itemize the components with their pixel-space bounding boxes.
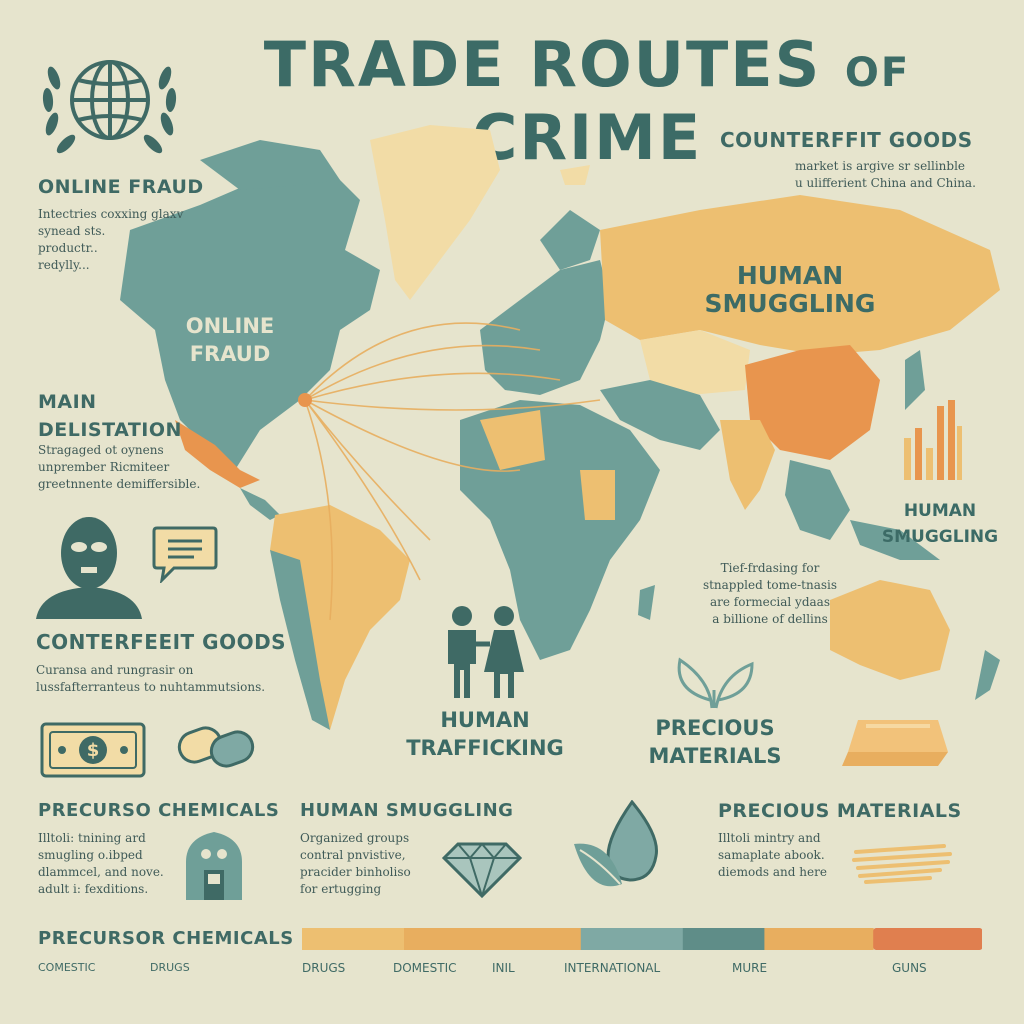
scale-label-mure: MURE (732, 961, 768, 975)
heading-human-smuggling-right: HUMAN SMUGGLING (881, 501, 999, 547)
heading-precurso-chemicals: PRECURSO CHEMICALS (38, 800, 280, 821)
text-main-delistation: Stragaged ot oynens unprember Ricmiteer … (38, 443, 201, 491)
heading-human-smuggling-bottom: HUMAN SMUGGLING (300, 800, 514, 821)
legend-left-label-2: DRUGS (150, 961, 190, 974)
europe (480, 260, 610, 395)
heading-main-delistation: MAIN DELISTATION (38, 391, 182, 441)
legend-heading: PRECURSOR CHEMICALS (38, 928, 294, 949)
legend-scale-bar (302, 928, 982, 950)
scale-label-drugs: DRUGS (302, 961, 346, 975)
south-america (270, 505, 410, 730)
scale-label-guns: GUNS (892, 961, 927, 975)
people-couple-icon (448, 606, 524, 698)
china (745, 345, 880, 460)
text-counterfeit-goods-top: market is argive sr sellinble u ulifferi… (795, 159, 976, 190)
gold-bar-icon (842, 720, 948, 766)
house-icon (186, 832, 242, 900)
map-label-human-trafficking: HUMAN TRAFFICKING (406, 708, 564, 760)
dollar-bill-icon: $ (40, 722, 146, 778)
text-online-fraud: Intectries coxxing glaxv synead sts. pro… (38, 207, 184, 272)
text-precurso-chemicals: Illtoli: tnining ard smugling o.ibped dl… (38, 831, 164, 896)
masked-person-icon (36, 517, 142, 619)
canada-islands (200, 140, 340, 190)
heading-conterfeeit-goods: CONTERFEEIT GOODS (36, 630, 287, 654)
text-tief: Tief-frdasing for stnappled tome-tnasis … (702, 561, 838, 626)
paint-stroke-icon (852, 844, 952, 884)
leaf-icon (677, 657, 754, 709)
scale-label-international: INTERNATIONAL (564, 961, 661, 975)
heading-precious-materials-bottom: PRECIOUS MATERIALS (718, 800, 962, 822)
pills-icon (177, 726, 255, 768)
scandinavia (540, 210, 600, 270)
scale-segment-4 (682, 928, 765, 950)
heading-online-fraud: ONLINE FRAUD (38, 176, 204, 198)
scale-segment-3 (580, 928, 684, 950)
central-asia (640, 330, 750, 395)
diamond-icon (441, 842, 523, 899)
un-globe-emblem-icon (42, 60, 177, 154)
page-title: TRADE ROUTES OF CRIME (263, 28, 911, 174)
russia (600, 195, 1000, 355)
india (720, 420, 775, 510)
scale-label-inil: INIL (492, 961, 515, 975)
heading-counterfeit-goods-top: COUNTERFFIT GOODS (720, 128, 973, 152)
svg-text:$: $ (87, 740, 100, 761)
text-human-smuggling-bottom: Organized groups contral pnvistive, prac… (300, 831, 411, 896)
text-precious-materials-bottom: Illtoli mintry and samaplate abook. diem… (718, 831, 827, 879)
australia (830, 580, 950, 680)
map-label-human-smuggling: HUMAN SMUGGLING (704, 261, 876, 318)
map-label-precious-materials: PRECIOUS MATERIALS (648, 716, 782, 768)
greenland (370, 125, 500, 300)
scale-segment-2 (404, 928, 582, 950)
scale-label-domestic: DOMESTIC (393, 961, 457, 975)
map-label-online-fraud: ONLINE FRAUD (185, 314, 275, 366)
scale-segment-5 (764, 928, 874, 950)
text-conterfeeit-goods: Curansa and rungrasir on lussfafterrante… (36, 663, 266, 694)
middle-east (600, 380, 720, 450)
scale-segment-1 (302, 928, 405, 950)
legend-left-label-1: COMESTIC (38, 961, 96, 974)
drop-leaf-icon (574, 800, 658, 887)
north-america (120, 170, 380, 470)
speech-bubble-icon (152, 526, 218, 583)
bar-chart-icon (904, 400, 962, 480)
scale-segment-6 (873, 928, 982, 950)
mexico (175, 420, 260, 488)
